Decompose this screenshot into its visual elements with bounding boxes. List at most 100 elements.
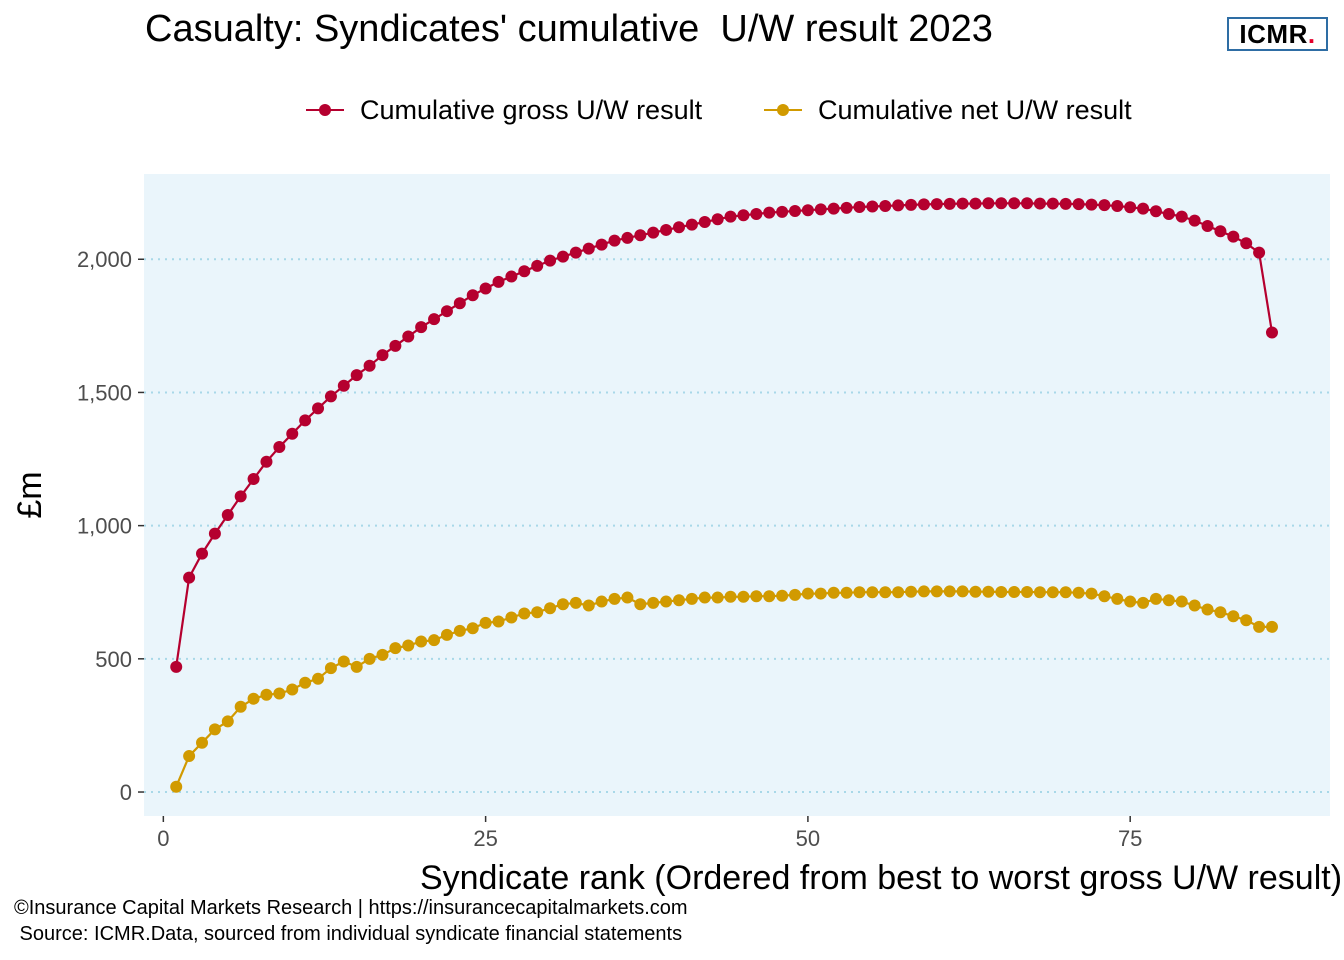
data-point-gross: [930, 198, 943, 211]
data-point-net: [286, 683, 299, 696]
data-point-net: [1188, 599, 1201, 612]
copyright-note: ©Insurance Capital Markets Research | ht…: [14, 897, 688, 919]
data-point-gross: [466, 289, 479, 302]
data-point-gross: [750, 207, 763, 220]
data-point-net: [582, 599, 595, 612]
data-point-gross: [312, 402, 325, 415]
data-point-net: [814, 587, 827, 600]
data-point-gross: [982, 197, 995, 210]
data-point-gross: [196, 547, 209, 560]
data-point-gross: [337, 379, 350, 392]
data-point-net: [415, 635, 428, 648]
data-point-net: [1253, 620, 1266, 633]
data-point-gross: [827, 202, 840, 215]
data-point-net: [1124, 595, 1137, 608]
data-point-net: [1137, 596, 1150, 609]
data-point-net: [827, 586, 840, 599]
data-point-net: [260, 688, 273, 701]
data-point-gross: [1124, 201, 1137, 214]
data-point-net: [466, 622, 479, 635]
data-point-gross: [1137, 202, 1150, 215]
data-point-gross: [415, 321, 428, 334]
data-point-net: [234, 700, 247, 713]
chart-title: Casualty: Syndicates' cumulative U/W res…: [145, 8, 993, 50]
data-point-gross: [1175, 210, 1188, 223]
data-point-gross: [428, 313, 441, 326]
data-point-net: [1033, 586, 1046, 599]
data-point-gross: [531, 259, 544, 272]
data-point-gross: [170, 660, 183, 673]
data-point-gross: [711, 213, 724, 226]
data-point-net: [1214, 606, 1227, 619]
data-point-net: [389, 642, 402, 655]
data-point-gross: [892, 199, 905, 212]
data-point-gross: [1059, 197, 1072, 210]
data-point-net: [569, 596, 582, 609]
data-point-gross: [1021, 197, 1034, 210]
data-point-gross: [969, 197, 982, 210]
data-point-net: [453, 624, 466, 637]
data-point-gross: [776, 205, 789, 218]
data-point-gross: [866, 200, 879, 213]
data-point-gross: [350, 369, 363, 382]
data-point-net: [1021, 585, 1034, 598]
data-point-gross: [595, 238, 608, 251]
data-point-gross: [260, 455, 273, 468]
x-tick-label: 0: [157, 826, 169, 851]
data-point-gross: [453, 297, 466, 310]
data-point-gross: [995, 197, 1008, 210]
data-point-net: [376, 648, 389, 661]
data-point-gross: [324, 390, 337, 403]
data-point-gross: [634, 229, 647, 242]
data-point-gross: [789, 205, 802, 218]
data-point-net: [350, 660, 363, 673]
data-point-net: [698, 591, 711, 604]
data-point-net: [1149, 592, 1162, 605]
data-point-gross: [853, 201, 866, 214]
data-point-gross: [660, 223, 673, 236]
data-point-net: [982, 585, 995, 598]
legend-key-net: [764, 88, 802, 132]
data-point-net: [763, 590, 776, 603]
data-point-gross: [840, 201, 853, 214]
data-point-net: [672, 594, 685, 607]
data-point-net: [505, 611, 518, 624]
data-point-net: [685, 592, 698, 605]
y-tick-label: 2,000: [77, 247, 132, 272]
y-tick-label: 500: [95, 647, 132, 672]
data-point-gross: [698, 215, 711, 228]
source-note: Source: ICMR.Data, sourced from individu…: [14, 923, 683, 945]
data-point-net: [892, 586, 905, 599]
data-point-net: [1162, 594, 1175, 607]
legend-item-net: Cumulative net U/W result: [764, 88, 1132, 132]
y-tick-label: 0: [120, 780, 132, 805]
data-point-net: [1240, 614, 1253, 627]
data-point-gross: [905, 198, 918, 211]
data-point-net: [1046, 586, 1059, 599]
data-point-gross: [1253, 246, 1266, 259]
data-point-net: [956, 585, 969, 598]
data-point-gross: [221, 508, 234, 521]
data-point-gross: [273, 441, 286, 454]
data-point-net: [531, 606, 544, 619]
data-point-net: [221, 715, 234, 728]
data-point-net: [324, 662, 337, 675]
logo-dot: .: [1307, 19, 1316, 49]
data-point-gross: [286, 427, 299, 440]
data-point-gross: [1111, 199, 1124, 212]
data-point-net: [518, 607, 531, 620]
data-point-net: [1008, 585, 1021, 598]
data-point-net: [299, 676, 312, 689]
data-point-net: [801, 587, 814, 600]
legend-item-gross: Cumulative gross U/W result: [306, 88, 702, 132]
data-point-net: [170, 780, 183, 793]
data-point-net: [479, 616, 492, 629]
data-point-net: [905, 585, 918, 598]
data-point-net: [363, 652, 376, 665]
data-point-net: [634, 598, 647, 611]
data-point-net: [247, 692, 260, 705]
data-point-gross: [299, 414, 312, 427]
data-point-net: [1175, 595, 1188, 608]
data-point-net: [750, 590, 763, 603]
